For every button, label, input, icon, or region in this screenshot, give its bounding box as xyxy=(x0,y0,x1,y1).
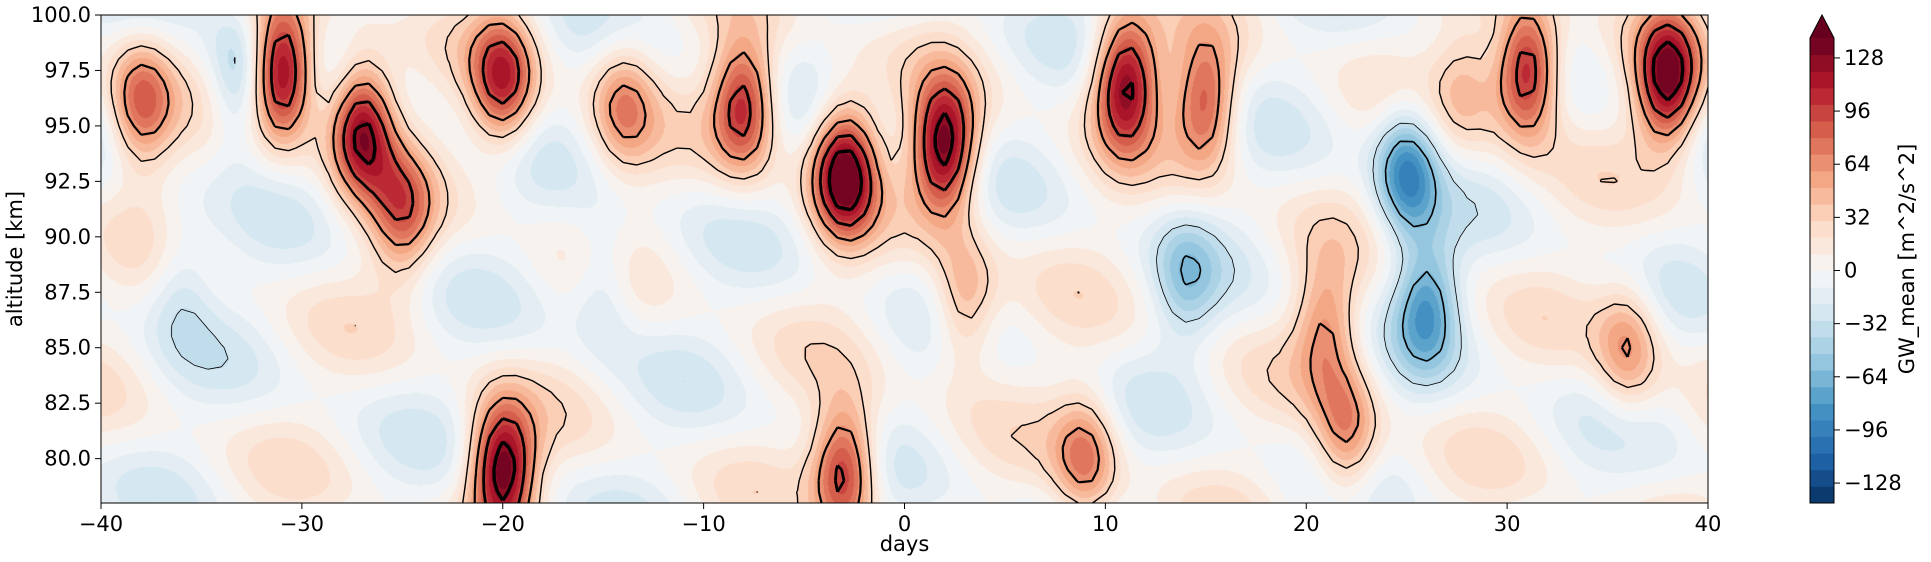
colorbar-extend-triangle xyxy=(1810,15,1834,38)
colorbar-level-band xyxy=(1810,54,1834,72)
y-tick-label: 95.0 xyxy=(44,114,91,138)
contour-line-level-90 xyxy=(269,23,1693,503)
colorbar-level-band xyxy=(1810,137,1834,155)
y-tick-label: 90.0 xyxy=(44,225,91,249)
x-axis: −40 −30 −20 −10 0 10 20 30 40 xyxy=(79,503,1722,536)
colorbar-level-band xyxy=(1810,370,1834,388)
colorbar-level-band xyxy=(1810,204,1834,222)
colorbar-level-band xyxy=(1810,486,1834,504)
x-tick-label: 0 xyxy=(898,512,911,536)
contour-line-level-60 xyxy=(123,15,1703,503)
colorbar-level-band xyxy=(1810,253,1834,271)
colorbar-tick-label: −128 xyxy=(1844,471,1902,495)
contour-line-level-neg60 xyxy=(1180,140,1447,362)
x-tick-label: 40 xyxy=(1695,512,1722,536)
colorbar-level-band xyxy=(1810,154,1834,172)
y-tick-label: 92.5 xyxy=(44,169,91,193)
colorbar-tick-label: −96 xyxy=(1844,418,1888,442)
colorbar-label: GW_mean [m^2/s^2] xyxy=(1895,144,1920,375)
colorbar-level-band xyxy=(1810,170,1834,188)
y-tick-label: 80.0 xyxy=(44,447,91,471)
colorbar-level-band xyxy=(1810,220,1834,238)
x-tick-label: −30 xyxy=(280,512,324,536)
colorbar-level-band xyxy=(1810,403,1834,421)
colorbar-level-band xyxy=(1810,270,1834,288)
contour-lines xyxy=(110,15,1708,503)
y-axis: 80.0 82.5 85.0 87.5 90.0 92.5 95.0 97.5 100.0 xyxy=(31,3,101,471)
colorbar-level-band xyxy=(1810,71,1834,89)
contour-line-level-30 xyxy=(110,15,1708,503)
colorbar-tick-label: −32 xyxy=(1844,312,1888,336)
colorbar-level-band xyxy=(1810,303,1834,321)
y-tick-label: 97.5 xyxy=(44,58,91,82)
colorbar-level-band xyxy=(1810,38,1834,56)
colorbar-tick-label: 96 xyxy=(1844,99,1871,123)
x-tick-label: −40 xyxy=(79,512,123,536)
colorbar-level-band xyxy=(1810,87,1834,105)
colorbar-tick-label: 64 xyxy=(1844,152,1871,176)
y-tick-label: 87.5 xyxy=(44,280,91,304)
contour-line-level-120 xyxy=(352,40,1685,502)
y-tick-label: 85.0 xyxy=(44,336,91,360)
colorbar-level-band xyxy=(1810,353,1834,371)
colorbar-level-band xyxy=(1810,187,1834,205)
colorbar-level-band xyxy=(1810,419,1834,438)
colorbar-level-band xyxy=(1810,104,1834,122)
contour-fill xyxy=(101,15,1708,503)
colorbar-tick-label: −64 xyxy=(1844,365,1888,389)
colorbar-level-band xyxy=(1810,469,1834,487)
y-axis-label: altitude [km] xyxy=(3,191,27,327)
x-tick-label: 20 xyxy=(1293,512,1320,536)
colorbar-level-band xyxy=(1810,287,1834,305)
x-tick-label: 10 xyxy=(1092,512,1119,536)
colorbar-level-band xyxy=(1810,453,1834,471)
colorbar: −128 −96 −64 −32 0 32 64 96 128 GW_mean [m^2/s^2… xyxy=(1809,13,1920,504)
colorbar-level-band xyxy=(1810,386,1834,404)
colorbar-tick-label: 32 xyxy=(1844,205,1871,229)
colorbar-level-band xyxy=(1810,237,1834,255)
contour-line-level-neg30 xyxy=(171,56,1479,387)
colorbar-ticks: −128 −96 −64 −32 0 32 64 96 128 xyxy=(1834,46,1902,495)
x-tick-label: −10 xyxy=(681,512,725,536)
colorbar-fill xyxy=(1810,38,1834,504)
colorbar-tick-label: 128 xyxy=(1844,46,1884,70)
plot-area xyxy=(101,15,1708,503)
x-tick-label: 30 xyxy=(1494,512,1521,536)
colorbar-level-band xyxy=(1810,121,1834,139)
colorbar-level-band xyxy=(1810,336,1834,355)
x-tick-label: −20 xyxy=(481,512,525,536)
colorbar-level-band xyxy=(1810,436,1834,454)
colorbar-tick-label: 0 xyxy=(1844,259,1857,283)
colorbar-level-band xyxy=(1810,320,1834,338)
y-tick-label: 82.5 xyxy=(44,391,91,415)
x-axis-label: days xyxy=(880,532,930,556)
y-tick-label: 100.0 xyxy=(31,3,91,27)
